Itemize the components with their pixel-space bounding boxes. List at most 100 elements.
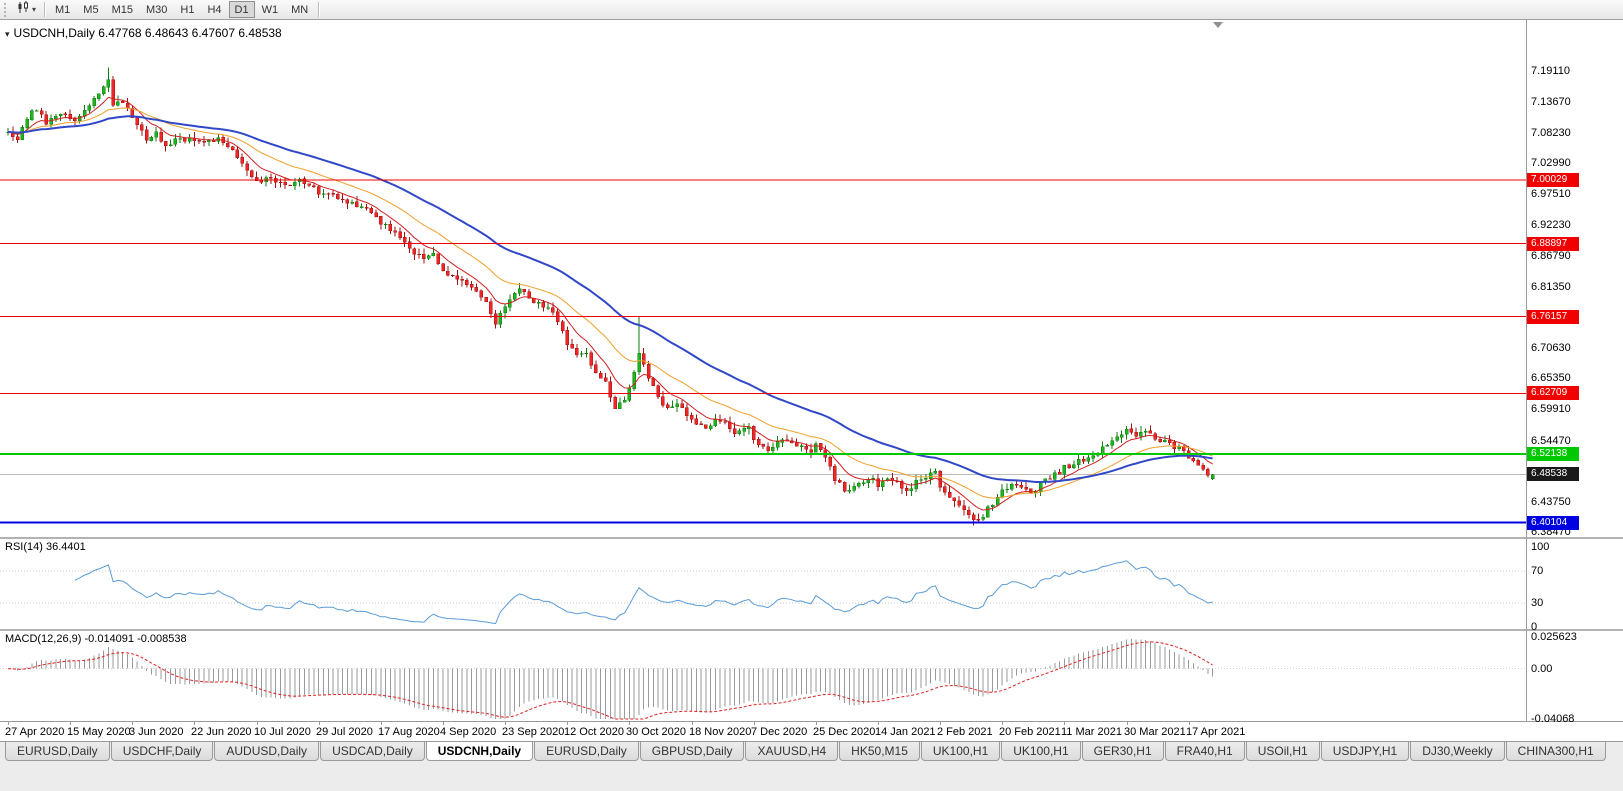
macd-axis-label: 0.00 (1531, 663, 1553, 675)
rsi-axis-label: 0 (1531, 621, 1538, 633)
price-level-badge: 7.00029 (1527, 173, 1579, 187)
date-tick-mark (692, 722, 693, 725)
rsi-axis-label: 100 (1531, 541, 1550, 553)
date-tick-mark (629, 722, 630, 725)
date-axis[interactable]: 27 Apr 2020 15 May 2020 3 Jun 2020 22 Jun 2… (0, 722, 1526, 741)
chart-tabs-bar: EURUSD,Daily USDCHF,Daily AUDUSD,Daily USDC… (0, 741, 1623, 791)
tab-usdcad-daily[interactable]: USDCAD,Daily (320, 742, 425, 761)
price-axis-label: 6.59910 (1531, 403, 1571, 415)
price-level-badge: 6.52138 (1527, 447, 1579, 461)
date-axis-label: 2 Feb 2021 (937, 726, 993, 738)
price-level-badge: 6.40104 (1527, 516, 1579, 530)
chart-type-button[interactable]: ▾ (12, 0, 40, 18)
pane-separator[interactable] (0, 537, 1623, 539)
date-axis-label: 3 Jun 2020 (129, 726, 184, 738)
price-level-badge: 6.88897 (1527, 237, 1579, 251)
date-axis-label: 30 Oct 2020 (626, 726, 686, 738)
price-axis-label: 7.13670 (1531, 96, 1571, 108)
price-axis-separator (1526, 20, 1527, 721)
timeframe-button-m5[interactable]: M5 (77, 1, 104, 18)
price-level-badge: 6.62709 (1527, 386, 1579, 400)
rsi-chart-canvas[interactable] (0, 539, 1526, 629)
macd-chart-canvas[interactable] (0, 631, 1526, 721)
date-axis-label: 18 Nov 2020 (689, 726, 752, 738)
date-tick-mark (567, 722, 568, 725)
macd-indicator-label: MACD(12,26,9) -0.014091 -0.008538 (5, 633, 187, 645)
timeframe-button-h4[interactable]: H4 (201, 1, 227, 18)
toolbar-grip[interactable] (4, 2, 8, 17)
price-axis-label: 6.97510 (1531, 188, 1571, 200)
chart-window: ▾ USDCNH,Daily 6.47768 6.48643 6.47607 6.… (0, 20, 1623, 741)
tab-hk50-m15[interactable]: HK50,M15 (839, 742, 920, 761)
date-tick-mark (70, 722, 71, 725)
date-tick-mark (816, 722, 817, 725)
macd-values: -0.014091 -0.008538 (84, 633, 187, 645)
price-chart-canvas[interactable] (0, 20, 1526, 537)
timeframe-button-w1[interactable]: W1 (256, 1, 285, 18)
timeframe-button-m1[interactable]: M1 (49, 1, 76, 18)
date-tick-mark (878, 722, 879, 725)
chart-title: ▾ USDCNH,Daily 6.47768 6.48643 6.47607 6.… (5, 26, 282, 40)
date-axis-label: 11 Mar 2021 (1061, 726, 1122, 738)
date-axis-label: 14 Jan 2021 (875, 726, 936, 738)
price-axis-label: 6.92230 (1531, 219, 1571, 231)
date-axis-label: 27 Apr 2020 (5, 726, 65, 738)
collapse-arrow-icon[interactable]: ▾ (5, 29, 10, 39)
date-axis-label: 15 May 2020 (67, 726, 131, 738)
toolbar-separator (318, 2, 320, 17)
price-axis-label: 7.08230 (1531, 127, 1571, 139)
tab-ger30-h1[interactable]: GER30,H1 (1081, 742, 1164, 761)
date-tick-mark (257, 722, 258, 725)
date-tick-mark (505, 722, 506, 725)
timeframe-button-m30[interactable]: M30 (140, 1, 173, 18)
rsi-value: 36.4401 (45, 541, 86, 553)
pane-separator[interactable] (0, 629, 1623, 631)
date-axis-label: 4 Sep 2020 (440, 726, 497, 738)
price-axis-label: 6.65350 (1531, 372, 1571, 384)
tab-china300-h1[interactable]: CHINA300,H1 (1505, 742, 1606, 761)
macd-axis-label: -0.04068 (1531, 713, 1575, 725)
tab-usdchf-daily[interactable]: USDCHF,Daily (110, 742, 214, 761)
date-axis-label: 22 Jun 2020 (191, 726, 252, 738)
top-toolbar: ▾ M1 M5 M15 M30 H1 H4 D1 W1 MN (0, 0, 1623, 20)
tab-usoil-h1[interactable]: USOil,H1 (1245, 742, 1320, 761)
date-tick-mark (319, 722, 320, 725)
timeframe-button-d1[interactable]: D1 (228, 1, 255, 18)
date-tick-mark (194, 722, 195, 725)
rsi-axis-label: 30 (1531, 597, 1544, 609)
tab-eurusd-daily[interactable]: EURUSD,Daily (534, 742, 639, 761)
tab-audusd-daily[interactable]: AUDUSD,Daily (214, 742, 320, 761)
timeframe-button-h1[interactable]: H1 (174, 1, 200, 18)
date-axis-label: 25 Dec 2020 (813, 726, 876, 738)
tab-gbpusd-daily[interactable]: GBPUSD,Daily (639, 742, 745, 761)
price-axis-label: 6.81350 (1531, 281, 1571, 293)
current-price-badge: 6.48538 (1527, 467, 1579, 481)
price-axis-label: 6.43750 (1531, 496, 1571, 508)
tab-usdjpy-h1[interactable]: USDJPY,H1 (1320, 742, 1410, 761)
timeframe-button-mn[interactable]: MN (285, 1, 314, 18)
chart-symbol-period: USDCNH,Daily (13, 26, 95, 40)
tab-xauusd-h4[interactable]: XAUUSD,H4 (745, 742, 839, 761)
date-tick-mark (1189, 722, 1190, 725)
macd-axis-label: 0.025623 (1531, 631, 1577, 643)
date-tick-mark (381, 722, 382, 725)
timeframe-button-m15[interactable]: M15 (106, 1, 139, 18)
tab-eurusd-daily[interactable]: EURUSD,Daily (5, 742, 110, 761)
date-tick-mark (1064, 722, 1065, 725)
price-axis-label: 6.86790 (1531, 250, 1571, 262)
date-axis-label: 20 Feb 2021 (999, 726, 1061, 738)
tab-uk100-h1[interactable]: UK100,H1 (920, 742, 1001, 761)
tab-fra40-h1[interactable]: FRA40,H1 (1164, 742, 1245, 761)
date-axis-label: 12 Oct 2020 (564, 726, 624, 738)
chart-ohlc-values: 6.47768 6.48643 6.47607 6.48538 (98, 26, 282, 40)
tab-usdcnh-daily[interactable]: USDCNH,Daily (425, 742, 534, 761)
rsi-axis-label: 70 (1531, 565, 1544, 577)
date-axis-label: 29 Jul 2020 (316, 726, 373, 738)
rsi-indicator-label: RSI(14) 36.4401 (5, 541, 86, 553)
price-axis-label: 7.02990 (1531, 157, 1571, 169)
tab-uk100-h1[interactable]: UK100,H1 (1001, 742, 1081, 761)
tab-dj30-weekly[interactable]: DJ30,Weekly (1410, 742, 1505, 761)
timeframe-toolbar: M1 M5 M15 M30 H1 H4 D1 W1 MN (49, 0, 314, 20)
date-tick-mark (443, 722, 444, 725)
dropdown-caret-icon: ▾ (32, 4, 37, 14)
